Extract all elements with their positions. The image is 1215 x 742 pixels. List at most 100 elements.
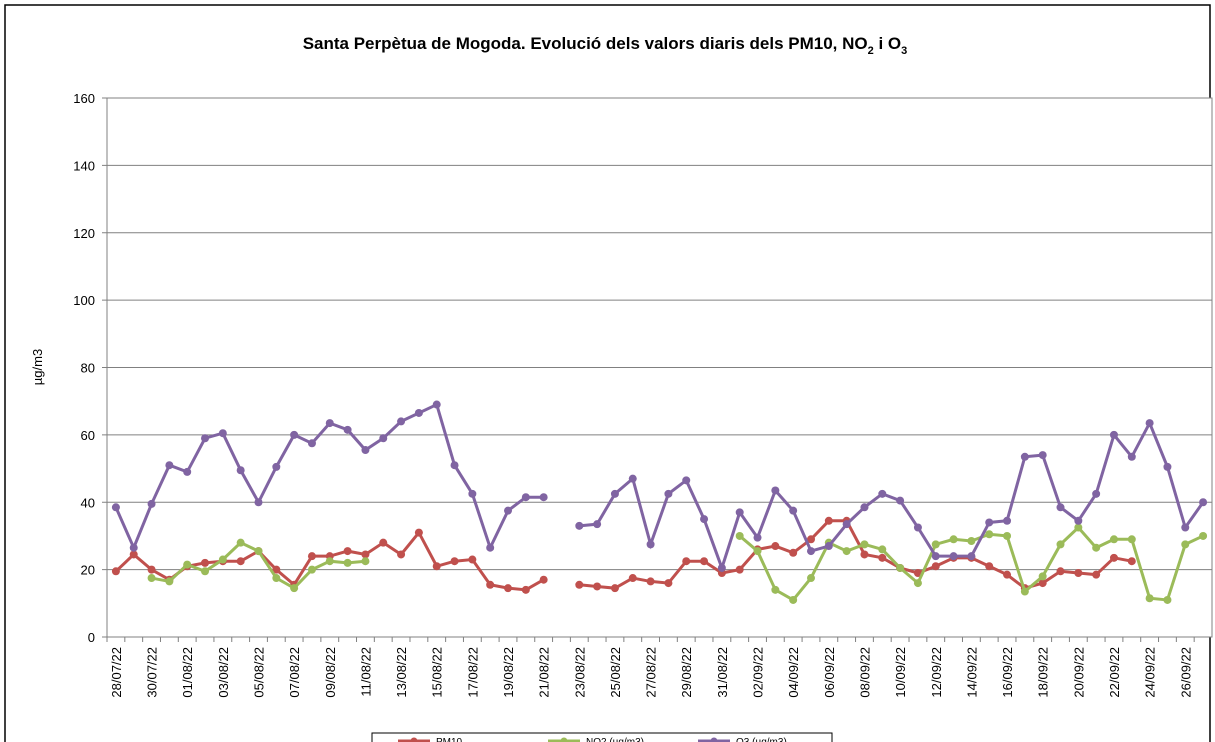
data-point (1181, 523, 1190, 532)
title-sub: 2 (868, 45, 874, 57)
data-point (575, 521, 584, 530)
data-point (896, 563, 905, 572)
data-point (913, 568, 922, 577)
data-point (1038, 579, 1047, 588)
data-point (967, 536, 976, 545)
data-point (1003, 531, 1012, 540)
data-point (450, 461, 459, 470)
data-point (290, 430, 299, 439)
data-point (985, 518, 994, 527)
x-tick-label: 08/09/22 (857, 647, 872, 698)
data-point (717, 563, 726, 572)
data-point (824, 542, 833, 551)
data-point (414, 408, 423, 417)
data-point (450, 557, 459, 566)
x-tick-label: 22/09/22 (1107, 647, 1122, 698)
data-point (682, 476, 691, 485)
title-part: i O (874, 34, 901, 53)
legend-marker (710, 737, 718, 742)
data-point (272, 574, 281, 583)
legend-label: O3 (µg/m3) (736, 737, 787, 742)
x-tick-label: 12/09/22 (929, 647, 944, 698)
data-point (307, 565, 316, 574)
x-tick-label: 15/08/22 (430, 647, 445, 698)
data-point (1199, 498, 1208, 507)
data-point (628, 474, 637, 483)
x-tick-label: 07/08/22 (287, 647, 302, 698)
data-point (806, 547, 815, 556)
data-point (379, 434, 388, 443)
x-tick-label: 19/08/22 (501, 647, 516, 698)
data-point (1145, 419, 1154, 428)
data-point (165, 577, 174, 586)
data-point (913, 523, 922, 532)
data-point (789, 548, 798, 557)
data-point (147, 565, 156, 574)
data-point (486, 580, 495, 589)
x-tick-label: 27/08/22 (644, 647, 659, 698)
data-point (325, 419, 334, 428)
data-point (1074, 568, 1083, 577)
data-point (539, 575, 548, 584)
data-point (201, 434, 210, 443)
data-point (1092, 570, 1101, 579)
x-tick-label: 18/09/22 (1036, 647, 1051, 698)
x-tick-label: 26/09/22 (1178, 647, 1193, 698)
data-point (183, 560, 192, 569)
data-point (468, 555, 477, 564)
data-point (1127, 535, 1136, 544)
data-point (664, 579, 673, 588)
x-tick-label: 29/08/22 (679, 647, 694, 698)
data-point (1020, 452, 1029, 461)
data-point (147, 574, 156, 583)
title-sub: 3 (901, 45, 907, 57)
data-point (949, 552, 958, 561)
data-point (1074, 516, 1083, 525)
data-point (504, 506, 513, 515)
data-point (878, 553, 887, 562)
x-tick-label: 02/09/22 (751, 647, 766, 698)
data-point (860, 540, 869, 549)
data-point (771, 542, 780, 551)
data-point (1163, 462, 1172, 471)
data-point (1109, 535, 1118, 544)
data-point (468, 489, 477, 498)
data-point (218, 429, 227, 438)
data-point (379, 538, 388, 547)
x-tick-label: 20/09/22 (1071, 647, 1086, 698)
x-tick-label: 03/08/22 (216, 647, 231, 698)
data-point (361, 446, 370, 455)
data-point (290, 584, 299, 593)
data-point (682, 557, 691, 566)
data-point (1056, 540, 1065, 549)
data-point (913, 579, 922, 588)
data-point (824, 516, 833, 525)
data-point (735, 531, 744, 540)
x-tick-label: 11/08/22 (358, 647, 373, 697)
data-point (129, 550, 138, 559)
data-point (646, 577, 655, 586)
data-point (147, 499, 156, 508)
data-point (1092, 489, 1101, 498)
data-point (860, 550, 869, 559)
data-point (236, 557, 245, 566)
data-point (272, 462, 281, 471)
x-tick-label: 28/07/22 (109, 647, 124, 698)
y-tick-label: 160 (73, 91, 95, 106)
data-point (931, 540, 940, 549)
legend-marker (560, 737, 568, 742)
x-tick-label: 14/09/22 (964, 647, 979, 698)
data-point (878, 489, 887, 498)
data-point (521, 585, 530, 594)
data-point (842, 520, 851, 529)
data-point (1127, 557, 1136, 566)
data-point (610, 584, 619, 593)
data-point (414, 528, 423, 537)
data-point (1109, 430, 1118, 439)
data-point (1127, 452, 1136, 461)
data-point (1074, 523, 1083, 532)
data-point (646, 540, 655, 549)
data-point (575, 580, 584, 589)
data-point (111, 567, 120, 576)
data-point (183, 467, 192, 476)
